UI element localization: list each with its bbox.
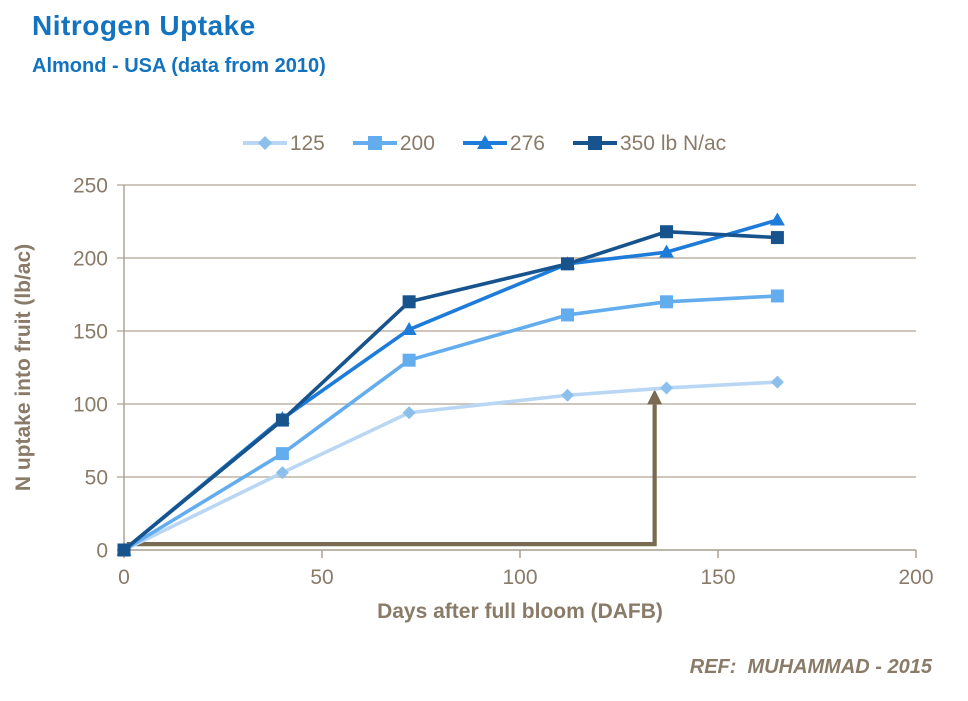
series-350-lb-n-ac bbox=[117, 225, 784, 557]
legend-item-276: 276 bbox=[462, 131, 545, 155]
y-tick-label: 150 bbox=[73, 321, 108, 344]
legend-item-125: 125 bbox=[242, 131, 325, 155]
x-tick-label: 50 bbox=[310, 566, 333, 589]
legend-label: 276 bbox=[509, 131, 545, 155]
axes bbox=[117, 185, 917, 558]
x-tick-label: 100 bbox=[502, 566, 537, 589]
annotation-arrow bbox=[126, 389, 663, 547]
series-200 bbox=[117, 289, 784, 557]
legend-label: 350 lb N/ac bbox=[619, 131, 727, 155]
x-tick-label: 200 bbox=[898, 566, 933, 589]
square-marker-icon bbox=[352, 136, 397, 150]
legend-item-350-lb-n-ac: 350 lb N/ac bbox=[572, 131, 726, 155]
y-tick-label: 0 bbox=[96, 540, 108, 563]
tick-labels: 0 50 100 150 200 250 0 50 100 150 200 bbox=[73, 175, 934, 590]
diamond-marker-icon bbox=[242, 136, 287, 150]
y-axis-title: N uptake into fruit (lb/ac) bbox=[12, 244, 35, 491]
x-tick-label: 150 bbox=[700, 566, 735, 589]
legend-label: 200 bbox=[399, 131, 435, 155]
y-tick-label: 200 bbox=[73, 248, 108, 271]
legend-label: 125 bbox=[289, 131, 325, 155]
y-tick-label: 100 bbox=[73, 394, 108, 417]
y-tick-label: 50 bbox=[85, 467, 108, 490]
x-axis-title: Days after full bloom (DAFB) bbox=[377, 600, 663, 623]
x-tick-label: 0 bbox=[118, 566, 130, 589]
triangle-marker-icon bbox=[462, 135, 507, 149]
chart-title: Nitrogen Uptake bbox=[32, 10, 256, 41]
reference-text: REF: MUHAMMAD - 2015 bbox=[689, 656, 932, 678]
series-125 bbox=[117, 375, 784, 557]
legend: 125 200 276 350 lb N/ac bbox=[0, 127, 968, 159]
y-tick-label: 250 bbox=[73, 175, 108, 198]
chart-subtitle: Almond - USA (data from 2010) bbox=[32, 55, 326, 77]
square-marker-icon bbox=[572, 136, 617, 150]
legend-item-200: 200 bbox=[352, 131, 435, 155]
